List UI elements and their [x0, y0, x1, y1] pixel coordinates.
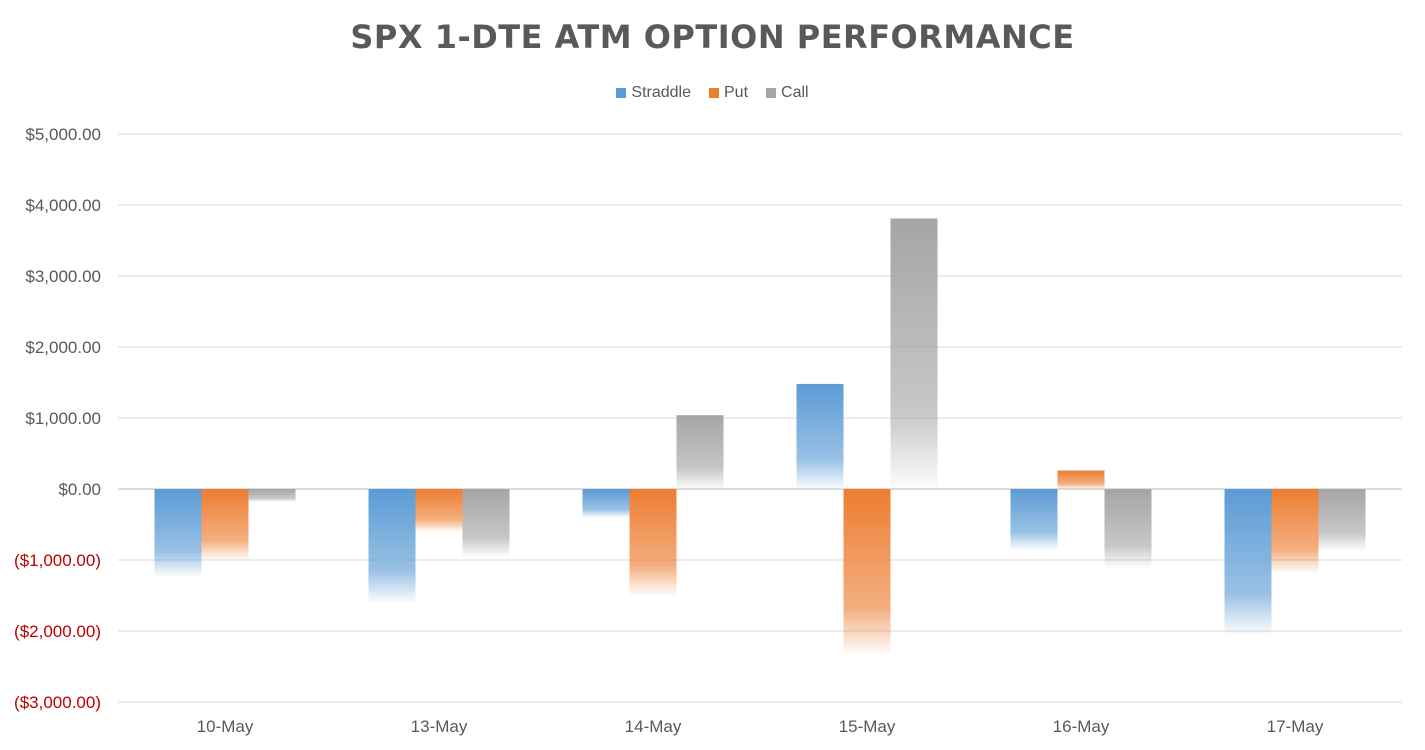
legend-item-call: Call	[766, 84, 809, 102]
x-tick-label: 17-May	[1267, 717, 1324, 736]
y-tick-label: $2,000.00	[25, 338, 101, 357]
bar-call-17-may	[1318, 489, 1366, 551]
x-tick-label: 15-May	[839, 717, 896, 736]
bar-straddle-13-may	[368, 489, 416, 603]
bar-put-17-may	[1271, 489, 1319, 573]
bar-straddle-15-may	[796, 383, 844, 489]
bar-straddle-10-may	[154, 489, 202, 577]
bar-call-10-may	[248, 489, 296, 502]
bar-straddle-17-may	[1224, 489, 1272, 635]
legend: Straddle Put Call	[0, 84, 1425, 102]
y-tick-label: ($2,000.00)	[14, 622, 101, 641]
legend-item-put: Put	[709, 84, 748, 102]
y-tick-label: $1,000.00	[25, 409, 101, 428]
bar-straddle-14-may	[582, 489, 630, 518]
x-tick-label: 14-May	[625, 717, 682, 736]
legend-swatch	[709, 88, 719, 98]
bar-put-14-may	[629, 489, 677, 596]
legend-swatch	[616, 88, 627, 98]
legend-swatch	[766, 88, 777, 98]
bar-put-16-may	[1057, 470, 1105, 489]
bar-call-16-may	[1104, 489, 1152, 568]
y-tick-label: ($1,000.00)	[14, 551, 101, 570]
legend-label: Straddle	[631, 84, 691, 101]
bar-straddle-16-may	[1010, 489, 1058, 550]
bar-put-15-may	[843, 489, 891, 655]
y-tick-label: $3,000.00	[25, 267, 101, 286]
gridlines	[118, 133, 1402, 703]
bar-put-10-may	[201, 489, 249, 560]
y-tick-label: $0.00	[58, 480, 101, 499]
y-tick-label: $5,000.00	[25, 125, 101, 144]
y-tick-label: ($3,000.00)	[14, 693, 101, 712]
x-tick-label: 13-May	[411, 717, 468, 736]
legend-label: Call	[781, 84, 809, 101]
x-tick-label: 16-May	[1053, 717, 1110, 736]
x-axis-ticks: 10-May 13-May 14-May 15-May 16-May 17-May	[197, 717, 1324, 736]
chart-title: SPX 1-DTE ATM OPTION PERFORMANCE	[350, 18, 1075, 56]
bar-call-13-may	[462, 489, 510, 557]
bar-call-15-may	[890, 218, 938, 490]
x-tick-label: 10-May	[197, 717, 254, 736]
bar-put-13-may	[415, 489, 463, 532]
bars	[154, 218, 1366, 655]
legend-item-straddle: Straddle	[616, 84, 691, 102]
legend-label: Put	[724, 84, 749, 101]
y-tick-label: $4,000.00	[25, 196, 101, 215]
bar-call-14-may	[676, 415, 724, 489]
y-axis-ticks: $5,000.00 $4,000.00 $3,000.00 $2,000.00 $1,0…	[14, 125, 101, 712]
